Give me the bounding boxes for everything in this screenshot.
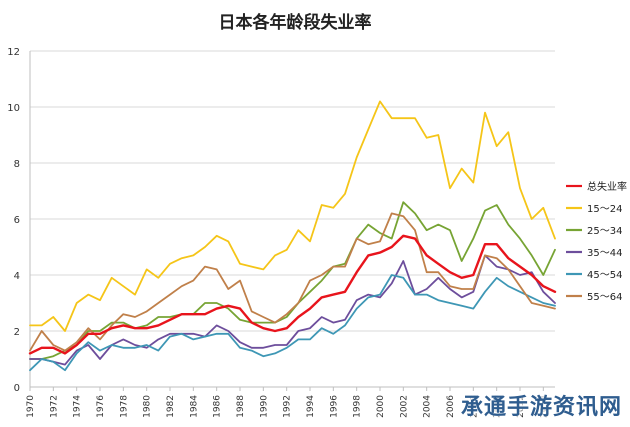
watermark-text: 承通手游资讯网 — [460, 395, 622, 420]
legend-label: 45～54 — [587, 270, 622, 281]
x-tick-label: 2012 — [516, 395, 526, 418]
series-line — [29, 274, 556, 372]
y-tick-label: 0 — [14, 383, 20, 394]
series-line — [29, 100, 556, 332]
legend-label: 总失业率 — [587, 180, 627, 193]
x-tick-label: 2004 — [423, 395, 433, 418]
y-tick-label: 10 — [7, 103, 20, 114]
chart-title: 日本各年龄段失业率 — [218, 13, 372, 33]
x-tick-label: 1988 — [236, 395, 246, 418]
series-line — [29, 254, 556, 366]
series-line — [28, 234, 557, 355]
y-tick-label: 6 — [14, 215, 20, 226]
legend-label: 55～64 — [587, 292, 622, 303]
x-tick-label: 1984 — [189, 395, 199, 418]
x-tick-label: 1986 — [213, 395, 223, 418]
y-tick-label: 12 — [7, 47, 20, 58]
axes: 0 2 4 6 8 10 12 1970 1972 1974 1976 1978 1980 1982 198… — [7, 47, 555, 418]
x-tick-label: 2008 — [469, 395, 479, 418]
x-tick-label: 1996 — [329, 395, 339, 418]
x-tick-label: 1994 — [306, 395, 316, 418]
y-tick-label: 8 — [14, 159, 20, 170]
x-tick-label: 1982 — [166, 395, 176, 418]
x-tick-label: 1980 — [143, 395, 153, 418]
x-tick-label: 1992 — [283, 395, 293, 418]
x-tick-label: 1974 — [73, 395, 83, 418]
x-tick-label: 2010 — [493, 395, 503, 418]
series-line — [29, 201, 556, 360]
legend-label: 15～24 — [587, 204, 622, 215]
legend-label: 25～34 — [587, 226, 622, 237]
x-tick-label: 1998 — [353, 395, 363, 418]
y-tick-label: 2 — [14, 327, 20, 338]
x-tick-label: 2014 — [539, 395, 549, 418]
x-tick-label: 1970 — [26, 395, 36, 418]
x-tick-label: 2002 — [399, 395, 409, 418]
x-tick-label: 2000 — [376, 395, 386, 418]
legend: 总失业率 15～24 25～34 35～44 45～54 55～64 — [566, 180, 627, 303]
x-tick-label: 1990 — [259, 395, 269, 418]
x-tick-label: 1972 — [49, 395, 59, 418]
series-line — [29, 212, 556, 352]
series-lines — [28, 100, 557, 372]
y-tick-label: 4 — [14, 271, 20, 282]
x-tick-label: 2006 — [446, 395, 456, 418]
x-tick-label: 1978 — [119, 395, 129, 418]
legend-label: 35～44 — [587, 248, 622, 259]
x-tick-label: 1976 — [96, 395, 106, 418]
